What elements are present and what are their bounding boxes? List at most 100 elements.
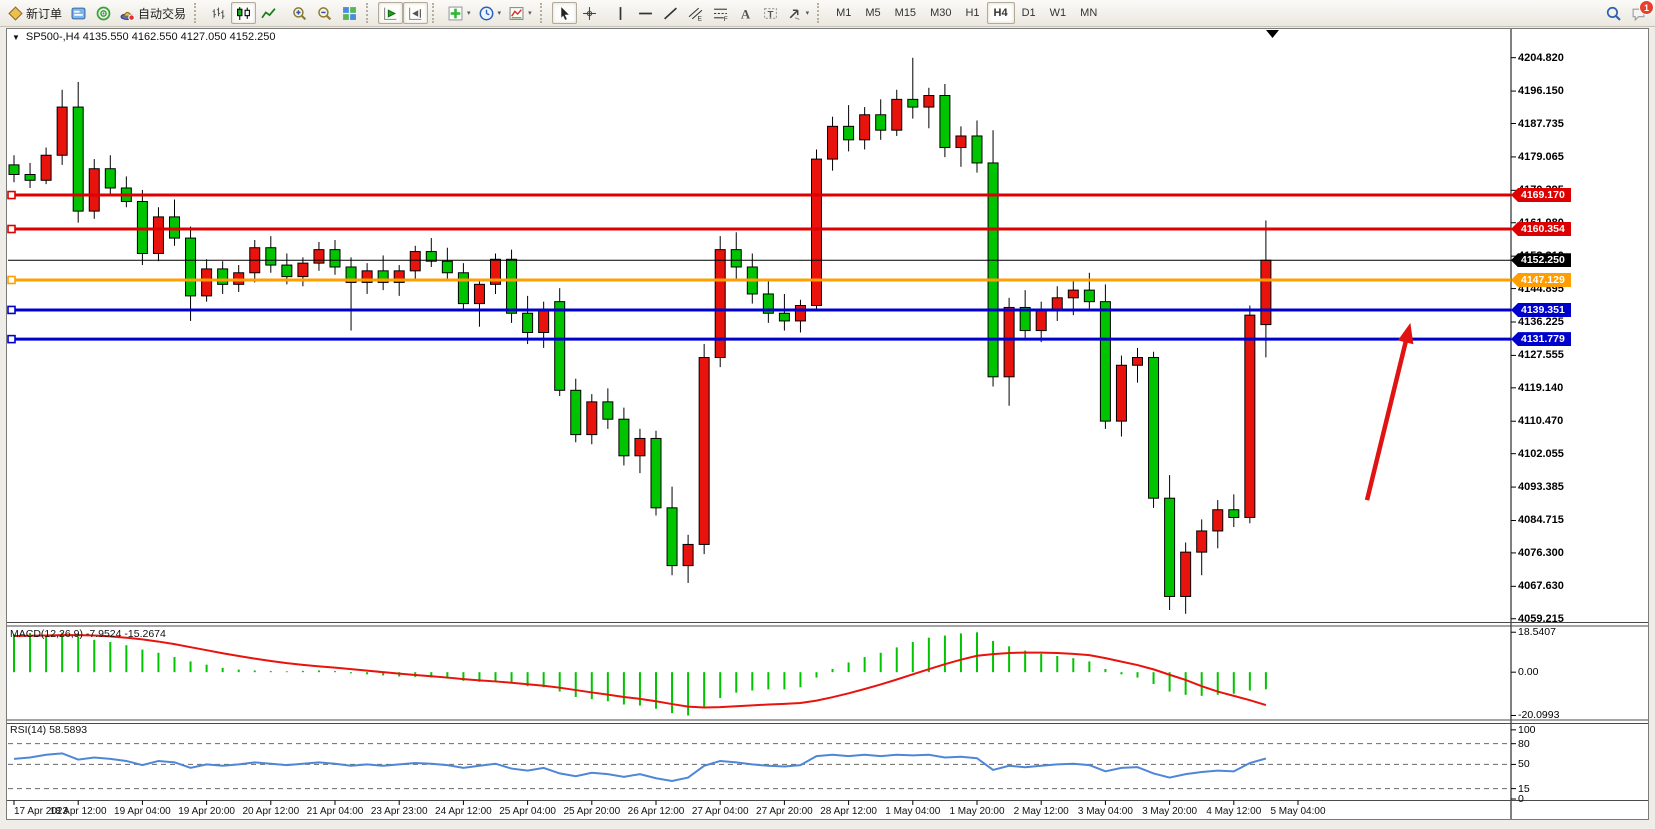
auto-scroll-button[interactable] bbox=[378, 2, 404, 24]
candle-body bbox=[522, 312, 534, 333]
cursor-button[interactable] bbox=[551, 2, 577, 24]
candle-body bbox=[827, 125, 839, 160]
timeframe-button-m30[interactable]: M30 bbox=[930, 7, 952, 19]
chevron-down-icon[interactable]: ▾ bbox=[467, 10, 471, 17]
fibonacci-button[interactable]: F bbox=[708, 2, 733, 24]
candle-body bbox=[843, 125, 855, 141]
horizontal-line-button[interactable] bbox=[633, 2, 658, 24]
crosshair-icon bbox=[582, 6, 597, 21]
timeframe-button-d1[interactable]: D1 bbox=[1021, 7, 1036, 19]
price-line-badge: 4139.351 bbox=[1511, 302, 1571, 317]
candle-body bbox=[1244, 314, 1256, 518]
text-icon: A bbox=[738, 6, 753, 21]
trendline-button[interactable] bbox=[658, 2, 683, 24]
text-button[interactable]: A bbox=[733, 2, 758, 24]
bar-chart-icon bbox=[211, 6, 226, 21]
new-order-button[interactable]: 新订单 bbox=[4, 2, 66, 24]
candle-body bbox=[281, 264, 293, 278]
time-label: 19 Apr 04:00 bbox=[114, 806, 171, 817]
time-label: 28 Apr 12:00 bbox=[820, 806, 877, 817]
signals-button[interactable] bbox=[91, 2, 116, 24]
candle-body bbox=[602, 401, 614, 420]
templates-button[interactable]: ▾ bbox=[505, 2, 536, 24]
timeframe-button-h1[interactable]: H1 bbox=[965, 7, 980, 19]
candle-body bbox=[1083, 289, 1095, 303]
candle-body bbox=[297, 262, 309, 278]
chart-menu-icon[interactable]: ▼ bbox=[12, 32, 20, 42]
time-label: 20 Apr 12:00 bbox=[242, 806, 299, 817]
text-label-button[interactable]: T bbox=[758, 2, 783, 24]
charts-window-button[interactable] bbox=[66, 2, 91, 24]
chevron-down-icon[interactable]: ▾ bbox=[497, 10, 502, 17]
candle-body bbox=[457, 272, 469, 305]
arrows-button[interactable]: ▾ bbox=[783, 2, 814, 24]
zoom-out-button[interactable] bbox=[312, 2, 337, 24]
rsi-axis-label: 80 bbox=[1518, 737, 1530, 750]
macd-axis-label: -20.0993 bbox=[1518, 709, 1560, 722]
candle-body bbox=[875, 114, 887, 131]
notification-badge: 1 bbox=[1639, 0, 1654, 15]
crosshair-button[interactable] bbox=[577, 2, 602, 24]
chat-button[interactable]: 1 bbox=[1626, 0, 1654, 24]
line-anchor-handle[interactable] bbox=[7, 224, 16, 234]
time-label: 5 May 04:00 bbox=[1270, 806, 1325, 817]
chevron-down-icon[interactable]: ▾ bbox=[805, 10, 810, 17]
candle-body bbox=[329, 249, 341, 268]
price-axis-label: 4136.225 bbox=[1518, 315, 1564, 328]
candle-body bbox=[201, 268, 213, 297]
main-toolbar: 新订单 自动交易 ▾ ▾ ▾ E F A T ▾ M1 M5 M15 M30 H1 H4 D1 W1 MN 1 bbox=[0, 0, 1655, 27]
candle-chart-mode-button[interactable] bbox=[231, 2, 257, 24]
search-button[interactable] bbox=[1601, 2, 1626, 24]
hline-icon bbox=[638, 6, 653, 21]
candle-body bbox=[650, 437, 662, 509]
toolbar-separator bbox=[366, 3, 374, 23]
chart-shift-button[interactable] bbox=[403, 2, 429, 24]
svg-text:A: A bbox=[740, 7, 750, 21]
macd-signal-line bbox=[13, 634, 1267, 709]
candle-body bbox=[907, 98, 919, 108]
candle-body bbox=[538, 308, 550, 333]
trend-arrow-line[interactable] bbox=[1364, 333, 1410, 501]
candle-body bbox=[1260, 259, 1272, 326]
zoom-in-button[interactable] bbox=[287, 2, 312, 24]
candle-body bbox=[586, 401, 598, 436]
timeframe-button-m15[interactable]: M15 bbox=[894, 7, 917, 19]
chevron-down-icon[interactable]: ▾ bbox=[528, 10, 532, 17]
trend-arrow-head[interactable] bbox=[1397, 322, 1414, 345]
candle-body bbox=[714, 249, 726, 359]
candle-body bbox=[425, 251, 437, 262]
timeframe-button-h4[interactable]: H4 bbox=[986, 2, 1015, 24]
indicators-button[interactable]: ▾ bbox=[444, 2, 475, 24]
line-anchor-handle[interactable] bbox=[7, 334, 16, 344]
timeframe-button-m1[interactable]: M1 bbox=[836, 7, 852, 19]
fibonacci-icon: F bbox=[713, 6, 728, 21]
tile-windows-button[interactable] bbox=[337, 2, 362, 24]
candle-body bbox=[554, 301, 566, 391]
auto-trading-button[interactable]: 自动交易 bbox=[116, 2, 190, 24]
periods-button[interactable]: ▾ bbox=[475, 2, 506, 24]
time-label: 18 Apr 12:00 bbox=[50, 806, 107, 817]
price-axis-label: 4127.555 bbox=[1518, 349, 1564, 362]
line-anchor-handle[interactable] bbox=[7, 190, 16, 200]
macd-series bbox=[13, 632, 1267, 716]
equidistant-channel-button[interactable]: E bbox=[683, 2, 708, 24]
line-anchor-handle[interactable] bbox=[7, 305, 16, 315]
time-label: 21 Apr 04:00 bbox=[307, 806, 364, 817]
indicators-icon bbox=[448, 6, 463, 21]
time-label: 2 May 12:00 bbox=[1014, 806, 1069, 817]
time-label: 27 Apr 04:00 bbox=[692, 806, 749, 817]
candle-body bbox=[811, 158, 822, 307]
bar-chart-mode-button[interactable] bbox=[206, 2, 231, 24]
terminal-icon bbox=[71, 6, 86, 21]
line-chart-mode-button[interactable] bbox=[256, 2, 281, 24]
timeframe-button-mn[interactable]: MN bbox=[1080, 7, 1098, 19]
vertical-line-button[interactable] bbox=[608, 2, 633, 24]
vline-icon bbox=[613, 6, 628, 21]
line-anchor-handle[interactable] bbox=[7, 275, 16, 285]
timeframe-button-m5[interactable]: M5 bbox=[865, 7, 881, 19]
chart-shift-marker[interactable] bbox=[1266, 30, 1279, 38]
toolbar-separator bbox=[539, 3, 548, 23]
timeframe-button-w1[interactable]: W1 bbox=[1049, 7, 1067, 19]
